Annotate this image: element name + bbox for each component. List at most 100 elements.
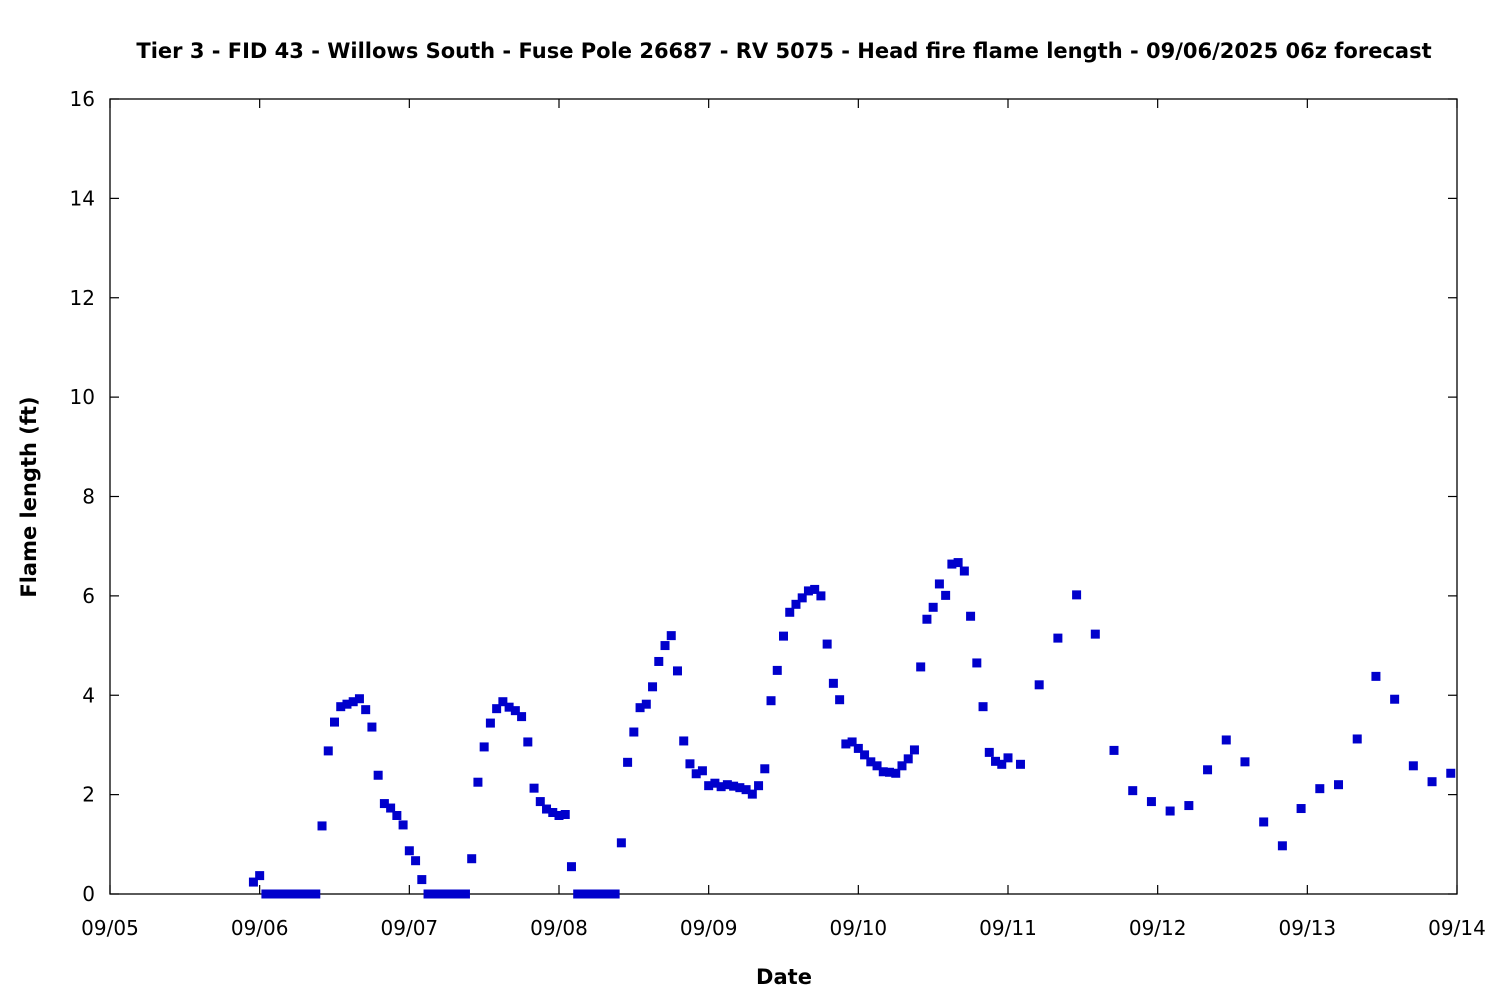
- y-tick-label: 4: [82, 683, 95, 707]
- data-point: [330, 717, 339, 727]
- data-point: [1408, 761, 1418, 771]
- data-point: [354, 694, 364, 704]
- data-point: [660, 641, 670, 651]
- data-point: [941, 590, 951, 600]
- data-point: [791, 599, 801, 609]
- data-point: [442, 889, 452, 899]
- x-tick-label: 09/13: [1279, 916, 1337, 940]
- data-point: [909, 745, 919, 755]
- data-point: [916, 662, 926, 672]
- data-point: [298, 889, 308, 899]
- data-point: [1296, 804, 1306, 814]
- data-point: [997, 759, 1007, 769]
- data-point: [573, 889, 583, 899]
- data-point: [1427, 777, 1437, 787]
- data-point: [922, 614, 932, 624]
- chart-title: Tier 3 - FID 43 - Willows South - Fuse P…: [136, 39, 1431, 63]
- data-point: [336, 702, 346, 712]
- data-point: [261, 889, 271, 899]
- data-point: [1165, 806, 1175, 816]
- y-tick-label: 0: [82, 882, 95, 906]
- data-point: [473, 777, 483, 787]
- data-point: [1203, 765, 1213, 775]
- data-point: [934, 579, 944, 589]
- data-point: [248, 877, 258, 887]
- x-tick-label: 09/05: [81, 916, 139, 940]
- data-point: [766, 696, 776, 706]
- data-point: [623, 757, 633, 767]
- data-point: [542, 804, 552, 814]
- data-point: [959, 566, 969, 576]
- data-point: [523, 737, 533, 747]
- data-point: [735, 783, 745, 793]
- data-point: [741, 785, 751, 795]
- data-point: [747, 789, 757, 799]
- data-point: [311, 889, 321, 899]
- data-point: [1221, 735, 1231, 745]
- data-point: [654, 656, 664, 666]
- data-point: [648, 682, 658, 692]
- data-point: [1446, 768, 1456, 778]
- data-point: [835, 695, 845, 705]
- data-point: [529, 783, 539, 793]
- data-point: [903, 754, 913, 764]
- data-point: [448, 889, 458, 899]
- x-tick-label: 09/10: [830, 916, 888, 940]
- data-point: [498, 697, 508, 707]
- data-point: [885, 767, 895, 777]
- data-point: [897, 761, 907, 771]
- data-point: [548, 808, 558, 818]
- data-point: [492, 704, 502, 714]
- data-point: [1371, 671, 1381, 681]
- data-point: [984, 747, 994, 757]
- data-point: [417, 875, 427, 885]
- data-point: [604, 889, 614, 899]
- y-tick-label: 10: [70, 385, 95, 409]
- data-point: [361, 705, 371, 715]
- data-point: [1072, 590, 1082, 600]
- data-point: [629, 727, 639, 737]
- x-tick-label: 09/09: [680, 916, 738, 940]
- data-points: [248, 558, 1456, 899]
- data-point: [722, 780, 732, 790]
- data-point: [666, 631, 676, 641]
- data-point: [772, 665, 782, 675]
- data-point: [392, 810, 402, 820]
- data-point: [579, 889, 589, 899]
- data-point: [972, 658, 982, 668]
- data-point: [373, 770, 383, 780]
- data-point: [641, 699, 651, 709]
- data-point: [1053, 633, 1063, 643]
- x-tick-label: 09/07: [381, 916, 439, 940]
- x-axis: 09/05 09/06 09/07 09/08 09/09 09/10 09/11 09/12…: [81, 99, 1486, 940]
- data-point: [816, 591, 826, 601]
- data-point: [810, 584, 820, 594]
- data-point: [436, 889, 446, 899]
- y-tick-label: 14: [70, 186, 95, 210]
- data-point: [872, 761, 882, 771]
- data-point: [779, 631, 788, 641]
- data-point: [754, 781, 764, 791]
- data-point: [853, 743, 863, 753]
- y-axis-label: Flame length (ft): [17, 396, 41, 597]
- data-point: [1003, 753, 1013, 763]
- data-point: [454, 889, 464, 899]
- data-point: [822, 639, 832, 649]
- data-point: [342, 699, 352, 709]
- data-point: [467, 854, 477, 864]
- data-point: [928, 602, 938, 612]
- data-point: [560, 810, 570, 819]
- data-point: [729, 781, 739, 791]
- data-point: [379, 799, 389, 809]
- data-point: [1146, 797, 1156, 807]
- data-point: [305, 889, 315, 899]
- x-tick-label: 09/06: [231, 916, 289, 940]
- data-point: [847, 737, 857, 747]
- data-point: [841, 739, 851, 749]
- data-point: [991, 756, 1001, 766]
- data-point: [785, 607, 795, 617]
- data-point: [679, 736, 689, 746]
- data-point: [1334, 780, 1344, 790]
- data-point: [878, 767, 888, 777]
